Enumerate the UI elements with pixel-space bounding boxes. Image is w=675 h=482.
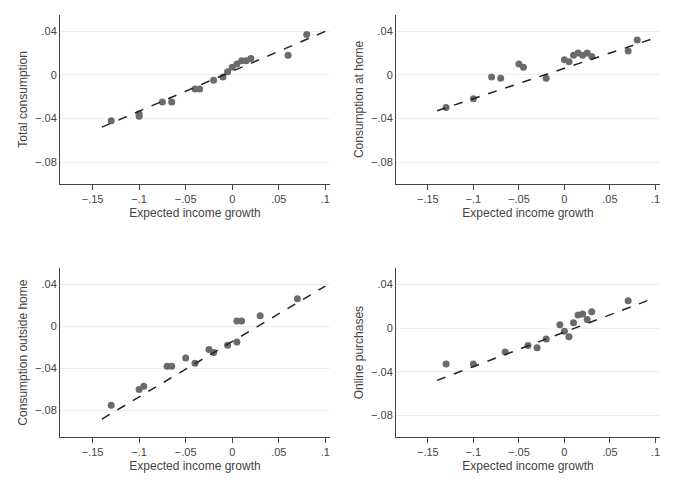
svg-text:0: 0	[561, 446, 567, 458]
svg-text:0: 0	[229, 446, 235, 458]
svg-text:.1: .1	[651, 193, 660, 205]
svg-text:−.15: −.15	[82, 446, 104, 458]
svg-text:.1: .1	[651, 446, 660, 458]
svg-text:−.1: −.1	[131, 446, 147, 458]
svg-text:.1: .1	[321, 193, 330, 205]
svg-text:Total consumption: Total consumption	[16, 51, 30, 148]
svg-text:0: 0	[51, 69, 57, 81]
svg-text:0: 0	[387, 69, 393, 81]
svg-text:.04: .04	[378, 25, 393, 37]
svg-text:.05: .05	[271, 446, 286, 458]
svg-text:Online purchases: Online purchases	[352, 306, 366, 399]
svg-text:0: 0	[51, 320, 57, 332]
svg-text:−.15: −.15	[417, 193, 439, 205]
svg-text:−.08: −.08	[371, 156, 393, 168]
svg-text:−.08: −.08	[35, 404, 57, 416]
svg-text:−.1: −.1	[466, 193, 482, 205]
svg-text:−.15: −.15	[82, 193, 104, 205]
svg-text:0: 0	[387, 322, 393, 334]
svg-text:−.05: −.05	[508, 193, 530, 205]
svg-text:−.05: −.05	[508, 446, 530, 458]
svg-text:0: 0	[229, 193, 235, 205]
svg-text:−.04: −.04	[35, 112, 57, 124]
svg-text:Expected income growth: Expected income growth	[462, 459, 593, 473]
svg-text:.05: .05	[602, 193, 617, 205]
svg-text:−.04: −.04	[371, 112, 393, 124]
svg-text:−.1: −.1	[466, 446, 482, 458]
svg-text:−.05: −.05	[175, 193, 197, 205]
svg-text:−.15: −.15	[417, 446, 439, 458]
svg-text:.05: .05	[602, 446, 617, 458]
svg-text:Expected income growth: Expected income growth	[129, 459, 260, 473]
svg-text:.1: .1	[321, 446, 330, 458]
svg-text:Consumption outside home: Consumption outside home	[16, 279, 30, 425]
svg-text:−.04: −.04	[35, 362, 57, 374]
svg-text:.04: .04	[42, 278, 57, 290]
svg-text:.04: .04	[378, 278, 393, 290]
svg-text:−.04: −.04	[371, 366, 393, 378]
svg-text:.05: .05	[271, 193, 286, 205]
svg-text:Expected income growth: Expected income growth	[129, 206, 260, 220]
svg-text:−.08: −.08	[371, 409, 393, 421]
svg-text:0: 0	[561, 193, 567, 205]
svg-text:Consumption at home: Consumption at home	[352, 40, 366, 158]
svg-text:.04: .04	[42, 25, 57, 37]
svg-text:Expected income growth: Expected income growth	[462, 206, 593, 220]
svg-text:−.08: −.08	[35, 156, 57, 168]
svg-text:−.05: −.05	[175, 446, 197, 458]
svg-text:−.1: −.1	[131, 193, 147, 205]
